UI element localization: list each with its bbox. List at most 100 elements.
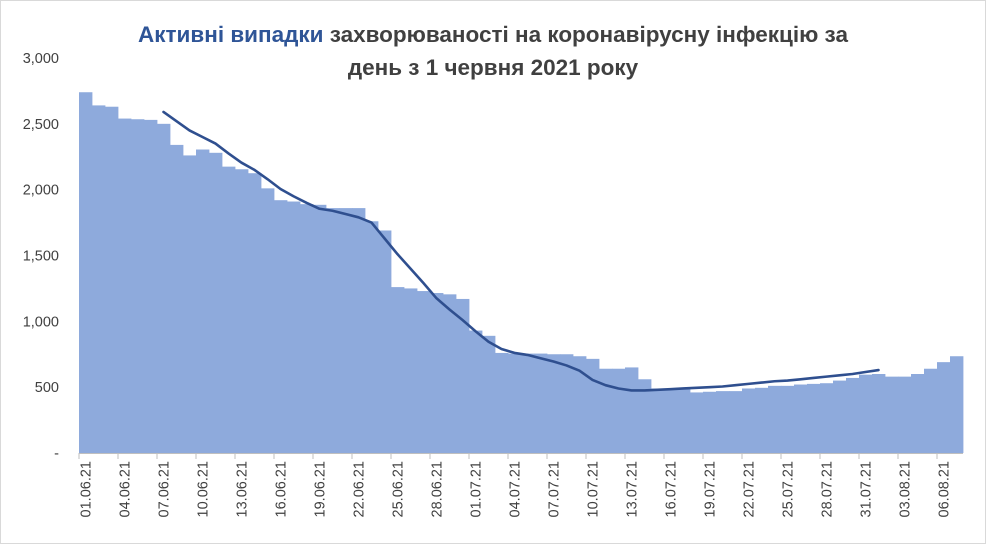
x-tick-label: 01.07.21 xyxy=(469,461,485,517)
bar xyxy=(820,383,834,453)
x-tick-label: 16.06.21 xyxy=(274,461,290,517)
x-tick-label: 25.06.21 xyxy=(391,461,407,517)
bar xyxy=(794,384,808,453)
bar xyxy=(560,354,574,453)
bar xyxy=(144,119,158,453)
bar xyxy=(885,376,899,453)
x-tick-label: 25.07.21 xyxy=(781,461,797,517)
bar xyxy=(378,230,392,453)
bar xyxy=(196,149,210,453)
y-tick-label: 2,500 xyxy=(23,117,59,133)
y-tick-label: 3,000 xyxy=(23,51,59,67)
bar xyxy=(261,188,275,453)
bar xyxy=(326,208,340,453)
bar xyxy=(521,353,535,453)
bar xyxy=(105,106,119,453)
x-tick-label: 07.07.21 xyxy=(547,461,563,517)
bar xyxy=(365,221,379,453)
y-tick-label: 1,500 xyxy=(23,249,59,265)
bar xyxy=(872,374,886,453)
bar xyxy=(677,389,691,453)
bar xyxy=(235,169,249,453)
bar xyxy=(638,379,652,453)
bar xyxy=(209,152,223,454)
chart-title-highlight: Активні випадки xyxy=(138,22,324,47)
chart-title-line2: день з 1 червня 2021 року xyxy=(347,55,639,80)
x-tick-label: 06.08.21 xyxy=(937,461,953,517)
bar xyxy=(651,388,665,453)
bar xyxy=(339,208,353,453)
x-tick-label: 13.07.21 xyxy=(625,461,641,517)
bar xyxy=(625,367,639,453)
trend-line xyxy=(162,110,880,392)
bar xyxy=(79,92,93,453)
x-tick-label: 22.06.21 xyxy=(352,461,368,517)
x-tick-label: 28.07.21 xyxy=(820,461,836,517)
y-axis: - 500 1,000 1,500 2,000 2,500 3,000 xyxy=(23,51,59,462)
bar xyxy=(287,201,301,453)
y-tick-label: 1,000 xyxy=(23,314,59,330)
bar xyxy=(807,383,821,454)
y-tick-label: 500 xyxy=(35,380,59,396)
bar xyxy=(755,387,769,453)
bar xyxy=(859,374,873,453)
bar xyxy=(391,287,405,453)
bar xyxy=(534,353,548,453)
bar xyxy=(781,385,795,453)
y-tick-label: 2,000 xyxy=(23,183,59,199)
chart-title-line1: Активні випадки захворюваності на корона… xyxy=(0,18,986,51)
bar xyxy=(157,123,171,453)
bar xyxy=(924,368,938,453)
chart-title: Активні випадки захворюваності на корона… xyxy=(0,18,986,84)
bar xyxy=(833,380,847,453)
bar xyxy=(443,294,457,453)
bar xyxy=(404,288,418,453)
x-tick-label: 19.06.21 xyxy=(313,461,329,517)
bar xyxy=(742,388,756,453)
x-tick-label: 04.06.21 xyxy=(118,461,134,517)
bar xyxy=(274,200,288,453)
bar xyxy=(222,166,236,454)
bar xyxy=(313,204,327,453)
x-tick-label: 04.07.21 xyxy=(508,461,524,517)
bar xyxy=(300,204,314,453)
bar xyxy=(118,118,132,453)
bar xyxy=(612,368,626,453)
bar xyxy=(729,391,743,453)
x-tick-label: 10.06.21 xyxy=(196,461,212,517)
bar xyxy=(248,173,262,453)
bar xyxy=(586,358,600,453)
x-tick-label: 01.06.21 xyxy=(79,461,95,517)
bar xyxy=(495,352,509,453)
bar xyxy=(469,330,483,453)
bar xyxy=(573,356,587,453)
bar-series xyxy=(79,92,964,454)
bar xyxy=(92,105,106,454)
x-tick-label: 19.07.21 xyxy=(703,461,719,517)
x-tick-label: 16.07.21 xyxy=(664,461,680,517)
bar xyxy=(937,362,951,453)
bar xyxy=(950,356,964,453)
line-series xyxy=(162,110,880,392)
bar xyxy=(703,391,717,453)
bar xyxy=(690,392,704,453)
x-tick-label: 03.08.21 xyxy=(898,461,914,517)
y-tick-label: - xyxy=(54,446,59,462)
bar xyxy=(898,376,912,453)
x-tick-label: 22.07.21 xyxy=(742,461,758,517)
bar xyxy=(131,119,145,453)
bar xyxy=(599,368,613,453)
x-tick-label: 28.06.21 xyxy=(430,461,446,517)
chart-title-rest: захворюваності на коронавірусну інфекцію… xyxy=(323,22,848,47)
bar xyxy=(417,291,431,453)
x-tick-label: 13.06.21 xyxy=(235,461,251,517)
bar xyxy=(482,335,496,453)
bar xyxy=(430,293,444,453)
bar xyxy=(183,155,197,453)
bar xyxy=(508,353,522,453)
bar xyxy=(716,391,730,453)
x-tick-label: 10.07.21 xyxy=(586,461,602,517)
bar xyxy=(664,389,678,453)
bar xyxy=(911,374,925,453)
